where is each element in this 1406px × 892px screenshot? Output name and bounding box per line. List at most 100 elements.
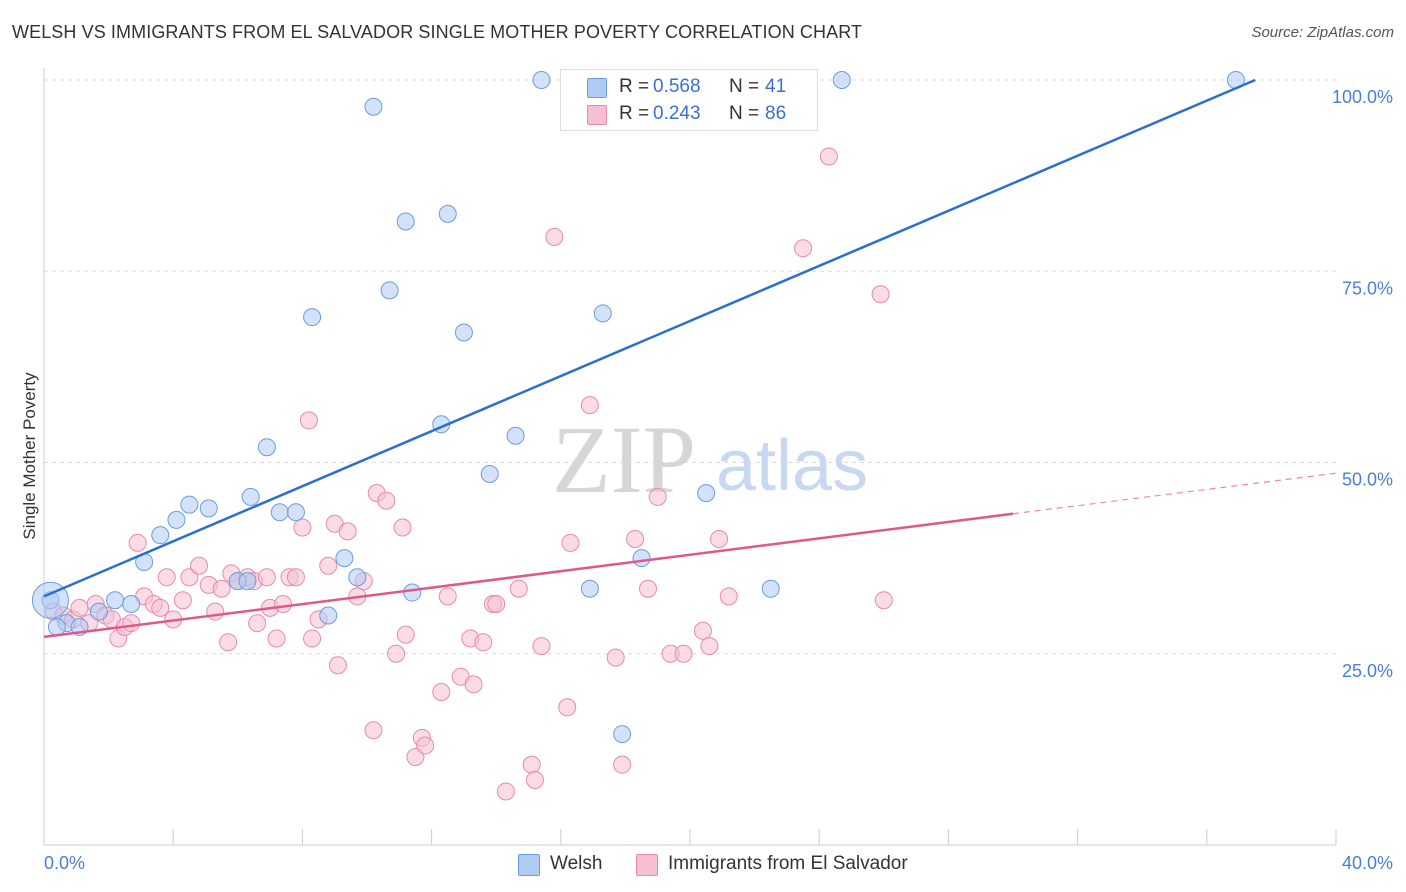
legend-n-label: N = xyxy=(729,76,760,97)
data-point xyxy=(199,499,218,518)
data-point xyxy=(832,71,851,89)
data-point xyxy=(487,595,506,614)
data-point xyxy=(257,568,276,587)
trend-lines xyxy=(43,78,1337,639)
data-point xyxy=(871,285,890,304)
data-point xyxy=(580,579,599,598)
data-point xyxy=(270,503,289,522)
data-point xyxy=(348,568,367,587)
series-legend-welsh[interactable]: Welsh xyxy=(518,852,628,878)
y-tick-label: 25.0% xyxy=(1342,661,1393,681)
data-point xyxy=(157,568,176,587)
axes xyxy=(43,68,1337,846)
data-point xyxy=(286,568,305,587)
y-axis-title: Single Mother Poverty xyxy=(20,372,39,540)
watermark-atlas: atlas xyxy=(716,426,868,506)
y-tick-label: 100.0% xyxy=(1332,87,1393,107)
data-point xyxy=(122,595,141,614)
data-point xyxy=(506,426,525,445)
correlation-legend: R = 0.568 N = 41 R = 0.243 N = 86 xyxy=(560,69,818,131)
data-point xyxy=(303,308,322,327)
data-point xyxy=(626,530,645,548)
data-point xyxy=(364,97,383,116)
welsh-swatch xyxy=(587,78,607,98)
data-point xyxy=(700,637,719,656)
data-point xyxy=(303,629,322,648)
data-point xyxy=(219,633,238,652)
trend-line-extension xyxy=(1012,472,1337,515)
data-point xyxy=(206,602,225,621)
tick-labels: 25.0% 50.0% 75.0% 100.0% 0.0% 40.0% xyxy=(44,87,1393,873)
data-point xyxy=(380,281,399,300)
data-point xyxy=(464,675,483,694)
data-point xyxy=(393,518,412,537)
series-legend-el-salvador[interactable]: Immigrants from El Salvador xyxy=(636,852,936,878)
data-point xyxy=(509,579,528,598)
data-point xyxy=(180,495,199,514)
data-point xyxy=(561,533,580,552)
data-point xyxy=(532,71,551,89)
data-point xyxy=(274,595,293,614)
data-point xyxy=(522,755,541,774)
trend-line xyxy=(43,78,1256,598)
series-legend-label: Immigrants from El Salvador xyxy=(668,853,908,874)
data-point xyxy=(606,648,625,667)
data-point xyxy=(480,464,499,483)
data-point xyxy=(474,633,493,652)
data-point xyxy=(299,411,318,430)
series-legend-label: Welsh xyxy=(550,853,603,874)
data-point xyxy=(648,487,667,506)
data-point xyxy=(238,572,257,591)
data-point xyxy=(257,438,276,457)
data-points xyxy=(31,71,1245,801)
data-point xyxy=(335,549,354,568)
data-point xyxy=(613,755,632,774)
data-point xyxy=(31,581,69,619)
data-point xyxy=(613,725,632,744)
el-salvador-swatch xyxy=(636,854,658,876)
data-point xyxy=(328,656,347,675)
series-legend: Welsh Immigrants from El Salvador xyxy=(0,852,1406,878)
y-tick-label: 75.0% xyxy=(1342,278,1393,298)
source-credit: Source: ZipAtlas.com xyxy=(1251,24,1394,41)
legend-r-label: R = xyxy=(619,76,650,97)
data-point xyxy=(267,629,286,648)
data-point xyxy=(364,721,383,740)
data-point xyxy=(438,587,457,606)
data-point xyxy=(338,522,357,541)
data-point xyxy=(167,510,186,529)
data-point xyxy=(697,484,716,503)
legend-row-welsh: R = 0.568 N = 41 xyxy=(561,74,817,100)
legend-r-label: R = xyxy=(619,103,650,124)
data-point xyxy=(396,212,415,231)
data-point xyxy=(173,591,192,610)
data-point xyxy=(319,606,338,625)
data-point xyxy=(580,396,599,415)
legend-row-el-salvador: R = 0.243 N = 86 xyxy=(561,101,817,127)
data-point xyxy=(525,770,544,789)
data-point xyxy=(454,323,473,342)
data-point xyxy=(286,503,305,522)
data-point xyxy=(377,491,396,510)
data-point xyxy=(293,518,312,537)
data-point xyxy=(761,579,780,598)
data-point xyxy=(47,617,66,636)
data-point xyxy=(106,591,125,610)
data-point xyxy=(874,591,893,610)
data-point xyxy=(406,748,425,767)
data-point xyxy=(432,683,451,701)
data-point xyxy=(89,602,108,621)
watermark-zip: ZIP xyxy=(552,406,696,513)
trend-line xyxy=(43,512,1014,639)
welsh-swatch xyxy=(518,854,540,876)
data-point xyxy=(639,579,658,598)
data-point xyxy=(794,239,813,258)
data-point xyxy=(180,568,199,587)
data-point xyxy=(241,487,260,506)
x-tick-label: 0.0% xyxy=(44,853,85,873)
data-point xyxy=(403,583,422,602)
data-point xyxy=(632,549,651,568)
data-point xyxy=(190,556,209,575)
data-point xyxy=(70,598,89,617)
legend-n-value: 41 xyxy=(765,76,787,97)
